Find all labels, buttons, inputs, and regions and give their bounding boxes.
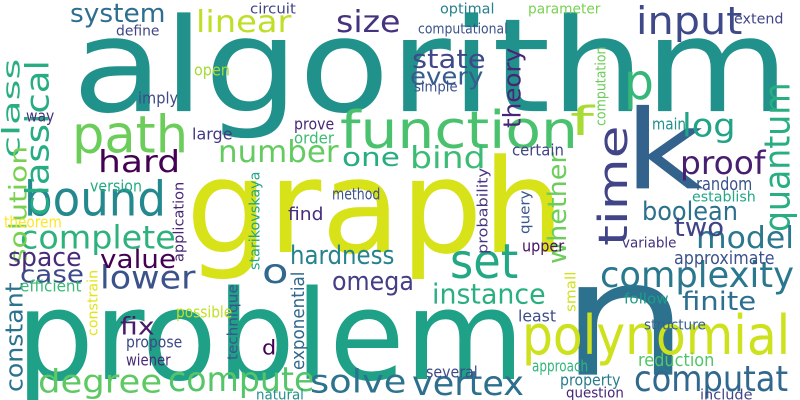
word-technique: technique [224,284,242,360]
word-theorem: theorem [4,212,62,232]
word-prove: prove [294,114,335,134]
word-least: least [518,306,557,326]
word-proof: proof [680,145,766,183]
word-solve: solve [310,362,407,400]
word-approach: approach [532,356,589,376]
word-lower: lower [100,258,196,297]
word-state: state [412,45,486,76]
word-exponential: exponential [288,271,310,370]
word-follow: follow [624,290,669,308]
word-problem: problem [16,263,525,400]
word-log: log [682,106,736,145]
word-query: query [516,190,534,234]
word-polynomial: polynomial [522,305,791,368]
word-method: method [332,184,381,204]
word-path: path [72,105,189,166]
word-hardness: hardness [290,241,395,272]
word-bound: bound [24,172,166,228]
word-application: application [170,181,188,262]
word-complete: complete [20,218,176,257]
word-random: random [696,174,753,196]
word-starikovskaya: starikovskaya [246,171,264,270]
word-circuit: circuit [250,0,296,18]
word-upper: upper [522,236,565,256]
word-graph: graph [186,130,565,284]
word-several: several [426,362,478,382]
word-o: o [262,252,289,293]
word-approximate: approximate [674,248,775,270]
word-efficient: efficient [20,276,82,296]
word-constant: constant [1,282,30,392]
word-bind: bind [410,141,486,177]
word-every: every [410,61,484,91]
word-version: version [90,176,142,196]
word-one: one [342,143,400,174]
word-complexity: complexity [600,254,794,297]
word-finite: finite [682,287,757,318]
word-system: system [70,0,166,30]
word-wiener: wiener [126,350,171,370]
word-propose: propose [126,332,183,352]
word-input: input [636,0,743,44]
word-order: order [294,128,334,148]
word-possible: possible [176,302,233,322]
word-boolean: boolean [642,197,738,228]
word-two: two [674,213,725,244]
word-find: find [288,204,324,226]
word-linear: linear [196,5,292,41]
word-instance: instance [432,277,546,311]
word-computat: computat [634,358,789,400]
word-f: f [570,98,594,146]
word-constrain: constrain [84,269,102,336]
word-natural: natural [256,386,304,400]
word-parameter: parameter [528,0,601,18]
word-reduction: reduction [638,350,715,372]
word-include: include [700,386,753,400]
word-function: function [340,99,578,161]
word-number: number [218,135,339,171]
word-d: d [262,335,277,360]
word-small: small [562,271,580,312]
word-define: define [116,22,160,40]
word-question: question [566,384,624,400]
word-vertex: vertex [412,364,524,400]
word-class: class [0,58,26,158]
word-compute: compute [168,360,315,400]
word-extend: extend [734,10,784,28]
word-large: large [192,124,233,144]
word-hard: hard [98,145,181,181]
word-main: main [652,114,686,134]
word-value: value [100,245,177,276]
word-variable: variable [622,234,677,252]
word-certain: certain [512,140,564,160]
word-optimal: optimal [440,0,495,18]
word-probability: probability [474,167,492,254]
word-simple: simple [414,78,458,96]
word-way: way [26,106,55,126]
word-algorithm: algorithm [72,0,790,143]
word-omega: omega [332,267,414,298]
word-establish: establish [692,188,756,206]
word-theory: theory [497,47,527,129]
word-space: space [8,243,82,274]
word-p: p [624,53,654,112]
word-fix: fix [120,311,155,341]
word-time: time [591,125,637,247]
word-k: k [624,86,704,215]
word-computational: computational [418,20,508,38]
word-property: property [560,370,621,390]
word-model: model [696,221,794,257]
word-open: open [194,60,230,80]
word-computation: computation [592,46,610,126]
word-n: n [560,226,690,400]
word-structure: structure [644,316,706,334]
word-case: case [20,259,84,289]
word-imply: imply [138,88,179,108]
word-degree: degree [38,362,163,400]
word-set: set [450,233,519,290]
word-size: size [336,5,401,41]
